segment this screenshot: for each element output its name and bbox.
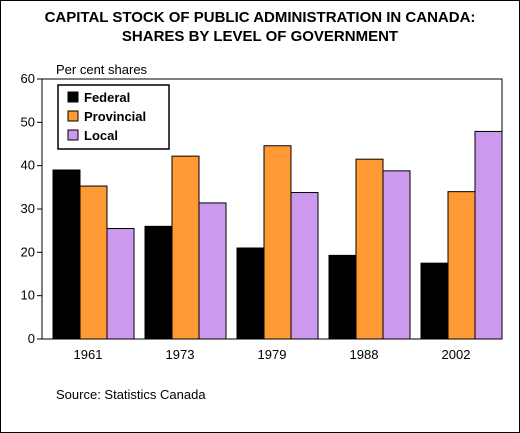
bar-local-1979	[290, 192, 319, 340]
bar-federal-2002	[420, 262, 449, 340]
bar-provincial-1988	[355, 158, 384, 340]
x-tick-label: 1979	[258, 347, 287, 362]
bar-federal-1973	[144, 225, 173, 340]
bar-federal-1961	[52, 169, 81, 340]
bar-federal-1979	[236, 247, 265, 340]
bar-local-1961	[106, 228, 135, 340]
legend-label-provincial: Provincial	[84, 109, 146, 124]
y-tick-label: 10	[21, 288, 35, 303]
bar-provincial-1961	[79, 185, 108, 340]
chart-title: CAPITAL STOCK OF PUBLIC ADMINISTRATION I…	[0, 8, 520, 46]
legend-swatch-provincial	[67, 110, 79, 122]
x-tick-label: 2002	[442, 347, 471, 362]
y-tick-label: 50	[21, 114, 35, 129]
y-tick-label: 0	[28, 331, 35, 346]
bar-local-1973	[198, 202, 227, 340]
y-axis-label: Per cent shares	[56, 62, 148, 77]
bar-provincial-1973	[171, 155, 200, 340]
legend-label-federal: Federal	[84, 90, 130, 105]
y-tick-label: 20	[21, 244, 35, 259]
bar-local-2002	[474, 130, 503, 340]
y-tick-label: 60	[21, 71, 35, 86]
y-tick-label: 40	[21, 158, 35, 173]
legend-swatch-local	[67, 129, 79, 141]
x-tick-label: 1973	[166, 347, 195, 362]
source-note: Source: Statistics Canada	[56, 387, 206, 402]
x-tick-label: 1988	[350, 347, 379, 362]
x-tick-label: 1961	[74, 347, 103, 362]
bar-federal-1988	[328, 254, 357, 340]
bar-local-1988	[382, 170, 411, 340]
chart-title-line-2: SHARES BY LEVEL OF GOVERNMENT	[121, 28, 399, 45]
bar-provincial-1979	[263, 145, 292, 340]
legend-swatch-federal	[67, 91, 79, 103]
chart-title-line-1: CAPITAL STOCK OF PUBLIC ADMINISTRATION I…	[44, 9, 476, 26]
bar-provincial-2002	[447, 191, 476, 340]
y-tick-label: 30	[21, 201, 35, 216]
legend-label-local: Local	[84, 128, 118, 143]
